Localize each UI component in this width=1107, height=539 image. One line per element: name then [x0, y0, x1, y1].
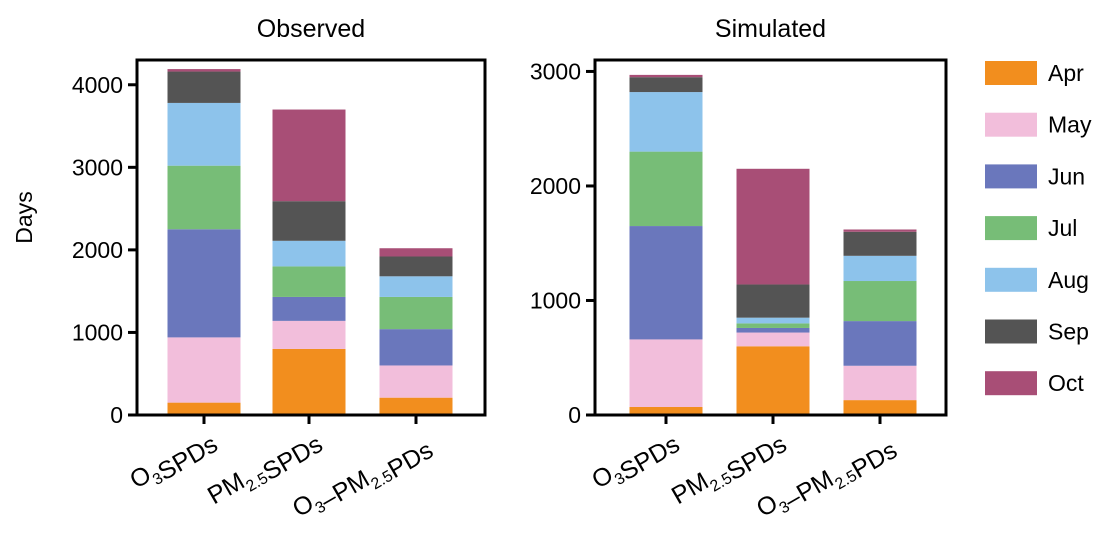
- bar-segment-may: [736, 332, 810, 347]
- bar-segment-may: [379, 365, 453, 398]
- y-tick-label: 0: [110, 402, 123, 428]
- bar-segment-may: [272, 320, 346, 349]
- plot-frame: [135, 58, 487, 417]
- bar-segment-apr: [629, 406, 703, 415]
- bar-segment-sep: [736, 284, 810, 318]
- y-tick-label: 3000: [72, 154, 123, 180]
- bar-segment-oct: [379, 248, 453, 257]
- bar-segment-jun: [167, 229, 241, 338]
- bar-segment-may: [843, 365, 917, 401]
- legend-label-oct: Oct: [1048, 370, 1084, 396]
- chart-title: Observed: [257, 15, 365, 43]
- bar-segment-jul: [167, 165, 241, 230]
- bar-segment-aug: [843, 255, 917, 282]
- bar-segment-may: [629, 339, 703, 407]
- bar-segment-sep: [843, 231, 917, 256]
- bar-segment-oct: [629, 74, 703, 78]
- y-tick-label: 0: [568, 402, 581, 428]
- bar-segment-oct: [736, 168, 810, 285]
- bar-segment-oct: [167, 69, 241, 72]
- legend-label-may: May: [1048, 112, 1092, 138]
- legend-label-jun: Jun: [1048, 163, 1085, 189]
- legend: Apr May Jun Jul Aug Sep Oct: [985, 60, 1092, 396]
- bar-segment-aug: [736, 317, 810, 324]
- bar-segment-sep: [379, 256, 453, 277]
- legend-swatch-jul: [985, 216, 1037, 241]
- y-tick-label: 1000: [530, 287, 581, 313]
- legend-swatch-apr: [985, 61, 1037, 85]
- bar-segment-jun: [272, 296, 346, 321]
- legend-label-aug: Aug: [1048, 267, 1089, 293]
- bar-segment-jul: [736, 323, 810, 328]
- bar-segment-aug: [272, 240, 346, 267]
- bar-segment-apr: [736, 346, 810, 415]
- chart-title: Simulated: [715, 15, 826, 43]
- legend-swatch-oct: [985, 371, 1037, 396]
- bar-segment-may: [167, 337, 241, 403]
- bar-segment-apr: [843, 400, 917, 415]
- legend-swatch-aug: [985, 267, 1037, 292]
- y-tick-label: 4000: [72, 72, 123, 98]
- bar-segment-apr: [167, 402, 241, 415]
- bar-segment-aug: [629, 92, 703, 152]
- bar-segment-sep: [272, 201, 346, 241]
- bar-segment-aug: [167, 102, 241, 166]
- legend-swatch-may: [985, 112, 1037, 137]
- chart-panel-1: Observed01000200030004000O3SPDsPM2.5SPDs…: [11, 15, 487, 523]
- bar-segment-aug: [379, 276, 453, 297]
- legend-label-apr: Apr: [1048, 60, 1084, 86]
- bar-segment-apr: [272, 348, 346, 415]
- bar-segment-oct: [272, 109, 346, 202]
- legend-label-sep: Sep: [1048, 319, 1089, 345]
- bar-segment-jul: [629, 151, 703, 227]
- legend-swatch-sep: [985, 319, 1037, 344]
- bar-segment-sep: [167, 71, 241, 103]
- bar-segment-jun: [843, 321, 917, 366]
- bar-segment-oct: [843, 229, 917, 232]
- bar-segment-jun: [379, 329, 453, 366]
- bar-segment-sep: [629, 77, 703, 93]
- y-tick-label: 1000: [72, 319, 123, 345]
- y-axis-label: Days: [11, 191, 37, 243]
- legend-label-jul: Jul: [1048, 215, 1077, 241]
- bar-segment-jul: [843, 281, 917, 322]
- bar-segment-jun: [629, 226, 703, 340]
- plot-frame: [593, 58, 948, 417]
- bar-segment-apr: [379, 397, 453, 415]
- y-tick-label: 2000: [72, 237, 123, 263]
- y-tick-label: 2000: [530, 173, 581, 199]
- bar-segment-jul: [272, 266, 346, 297]
- bar-segment-jun: [736, 327, 810, 333]
- y-tick-label: 3000: [530, 58, 581, 84]
- chart-panel-2: Simulated0100020003000O3SPDsPM2.5SPDsO3–…: [530, 15, 948, 523]
- bar-segment-jul: [379, 296, 453, 330]
- legend-swatch-jun: [985, 164, 1037, 189]
